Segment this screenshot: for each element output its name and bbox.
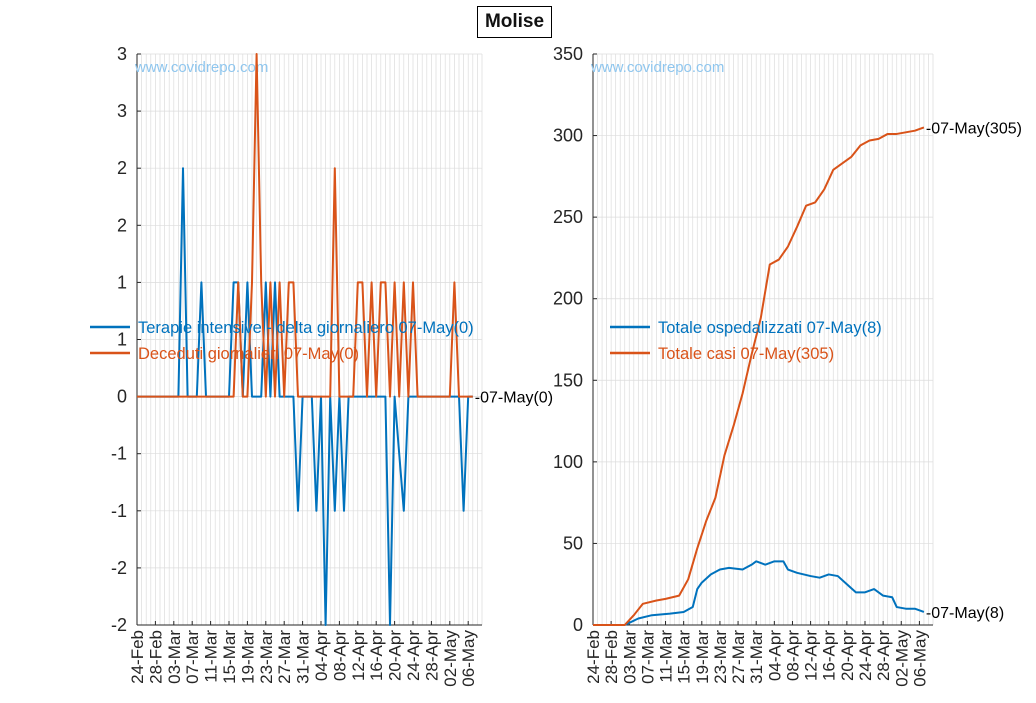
- x-tick-label: 15-Mar: [220, 630, 239, 684]
- x-tick-label: 06-May: [910, 630, 929, 687]
- x-tick-label: 02-May: [892, 630, 911, 687]
- x-tick-label: 24-Feb: [584, 630, 603, 684]
- x-tick-label: 07-Mar: [638, 630, 657, 684]
- legend-entry: Totale casi 07-May(305): [658, 345, 834, 363]
- x-tick-label: 12-Apr: [349, 630, 368, 681]
- x-tick-label: 31-Mar: [747, 630, 766, 684]
- x-tick-label: 16-Apr: [820, 630, 839, 681]
- x-tick-label: 07-Mar: [183, 630, 202, 684]
- x-tick-label: 11-Mar: [202, 630, 221, 683]
- legend-entry: Terapie intensive - delta giornaliero 07…: [138, 319, 474, 337]
- x-tick-label: 24-Apr: [404, 630, 423, 681]
- legend-entry: Deceduti giornalieri 07-May(0): [138, 345, 359, 363]
- y-tick-label: -1: [111, 444, 127, 464]
- y-tick-label: 3: [117, 101, 127, 121]
- series-line-right-0: [593, 560, 925, 626]
- x-tick-label: 28-Apr: [422, 630, 441, 681]
- x-tick-label: 27-Mar: [729, 630, 748, 684]
- y-tick-label: -1: [111, 501, 127, 521]
- x-tick-label: 23-Mar: [257, 630, 276, 684]
- y-tick-label: 2: [117, 158, 127, 178]
- x-tick-label: 19-Mar: [693, 630, 712, 684]
- x-tick-label: 02-May: [441, 630, 460, 687]
- x-tick-label: 08-Apr: [783, 630, 802, 681]
- x-tick-label: 24-Feb: [128, 630, 147, 684]
- y-tick-label: 150: [553, 370, 583, 390]
- x-tick-label: 31-Mar: [294, 630, 313, 684]
- x-tick-label: 23-Mar: [711, 630, 730, 684]
- watermark-text: www.covidrepo.com: [134, 59, 268, 76]
- x-tick-label: 28-Apr: [874, 630, 893, 681]
- x-tick-label: 16-Apr: [367, 630, 386, 681]
- x-tick-label: 20-Apr: [838, 630, 857, 681]
- y-tick-label: 100: [553, 452, 583, 472]
- y-tick-label: 350: [553, 44, 583, 64]
- y-tick-label: 250: [553, 207, 583, 227]
- y-tick-label: 200: [553, 289, 583, 309]
- figure-title: Molise: [477, 6, 552, 38]
- watermark-text: www.covidrepo.com: [590, 59, 724, 76]
- x-tick-label: 28-Feb: [602, 630, 621, 684]
- x-tick-label: 28-Feb: [146, 630, 165, 684]
- x-tick-label: 19-Mar: [238, 630, 257, 684]
- y-tick-label: 300: [553, 126, 583, 146]
- x-tick-label: 27-Mar: [275, 630, 294, 684]
- y-tick-label: 3: [117, 44, 127, 64]
- x-tick-label: 04-Apr: [765, 630, 784, 681]
- x-tick-label: 04-Apr: [312, 630, 331, 681]
- end-annotation: -07-May(0): [475, 390, 553, 407]
- x-tick-label: 24-Apr: [856, 630, 875, 681]
- y-tick-label: -2: [111, 558, 127, 578]
- series-line-left-1: [137, 53, 473, 398]
- y-tick-label: 0: [117, 387, 127, 407]
- end-annotation: -07-May(8): [926, 605, 1004, 622]
- x-tick-label: 15-Mar: [675, 630, 694, 684]
- x-tick-label: 11-Mar: [657, 630, 676, 683]
- x-tick-label: 03-Mar: [165, 630, 184, 684]
- y-tick-label: 0: [573, 615, 583, 635]
- x-tick-label: 12-Apr: [802, 630, 821, 681]
- y-tick-label: 50: [563, 533, 583, 553]
- y-tick-label: 1: [117, 272, 127, 292]
- end-annotation: -07-May(305): [926, 120, 1022, 137]
- y-tick-label: 2: [117, 215, 127, 235]
- x-tick-label: 06-May: [459, 630, 478, 687]
- x-tick-label: 20-Apr: [386, 630, 405, 681]
- x-tick-label: 08-Apr: [330, 630, 349, 681]
- x-tick-label: 03-Mar: [620, 630, 639, 684]
- y-tick-label: -2: [111, 615, 127, 635]
- legend-entry: Totale ospedalizzati 07-May(8): [658, 319, 882, 337]
- y-tick-label: 1: [117, 330, 127, 350]
- series-line-right-1: [593, 126, 925, 626]
